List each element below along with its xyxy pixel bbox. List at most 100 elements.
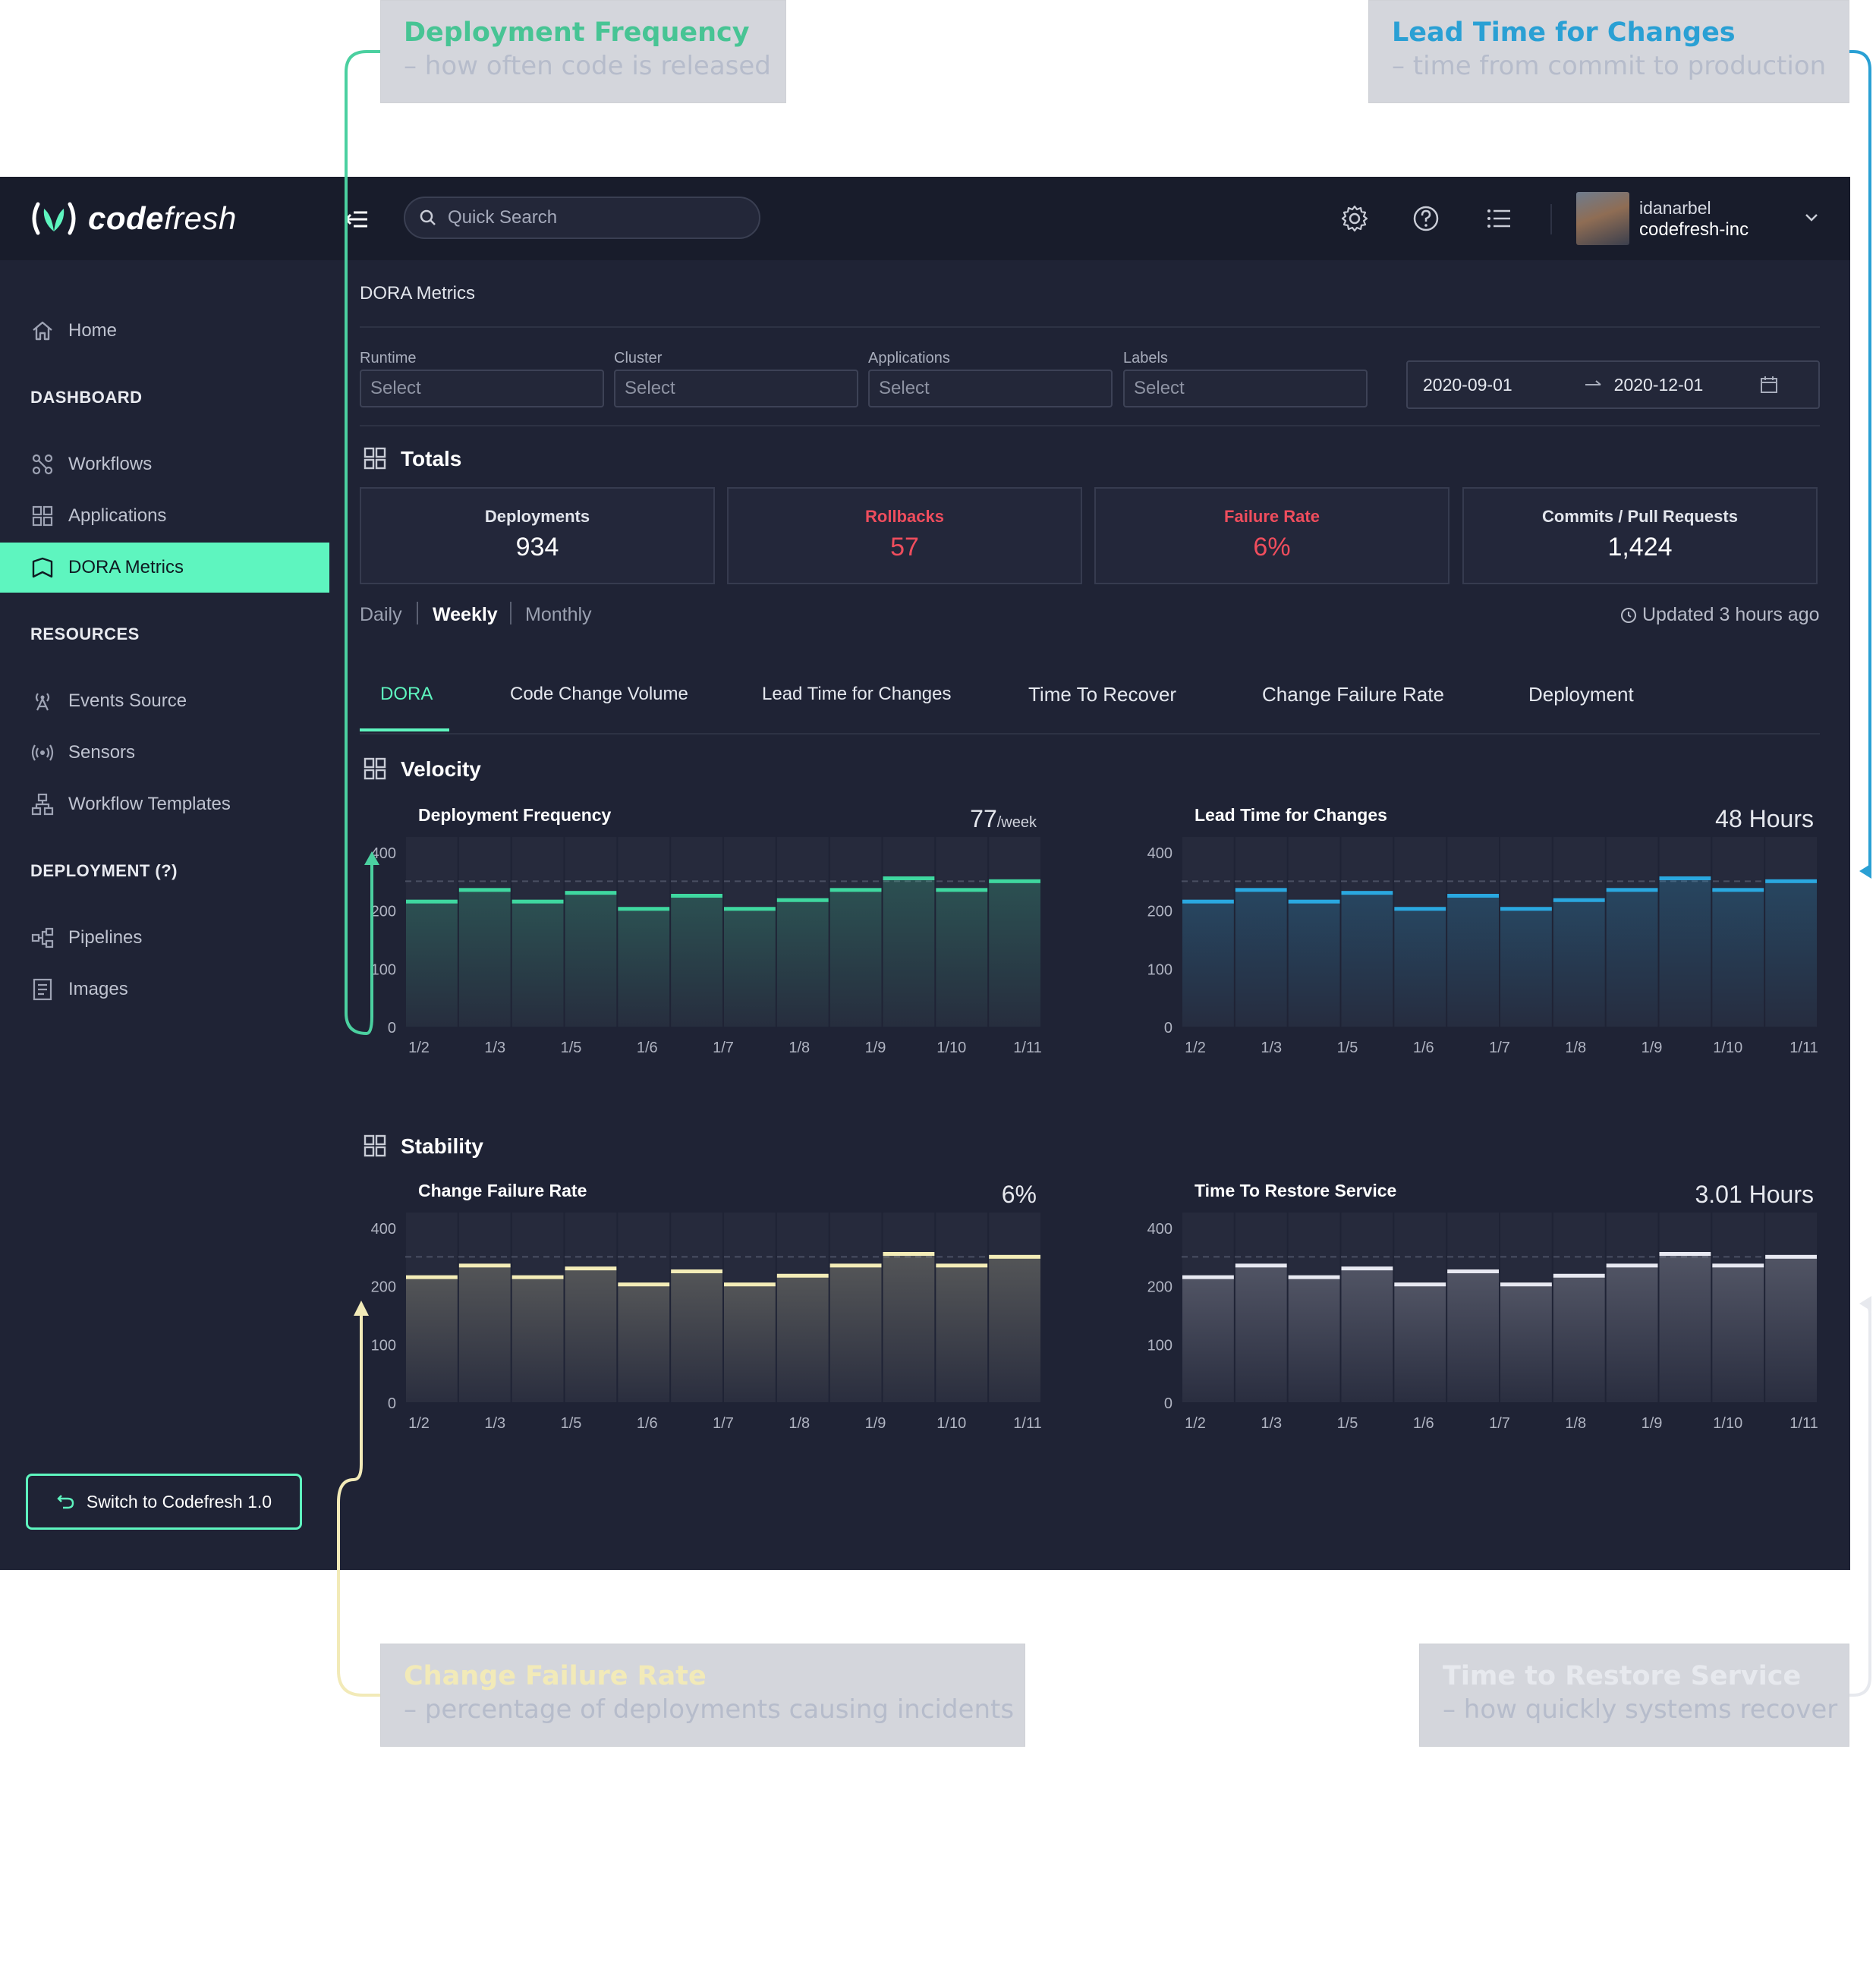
- x-tick-label: 1/9: [1642, 1040, 1663, 1056]
- bar: [776, 900, 829, 1027]
- x-tick-label: 1/8: [1565, 1040, 1586, 1056]
- tab-code-change-volume[interactable]: Code Change Volume: [510, 684, 688, 704]
- bar-cap: [1659, 1252, 1711, 1256]
- calendar-icon[interactable]: [1759, 375, 1779, 395]
- y-tick-label: 200: [371, 904, 396, 920]
- x-tick-label: 1/8: [1565, 1415, 1586, 1432]
- tab-deployment[interactable]: Deployment: [1528, 683, 1634, 706]
- total-label: Deployments: [484, 507, 590, 526]
- y-tick-label: 200: [371, 1279, 396, 1296]
- runtime-select[interactable]: Select: [360, 370, 604, 407]
- help-icon[interactable]: [1410, 203, 1442, 234]
- bar-cap: [724, 1282, 776, 1287]
- select-value: Select: [370, 378, 421, 398]
- tab-time-to-recover[interactable]: Time To Recover: [1028, 683, 1177, 706]
- labels-select[interactable]: Select: [1123, 370, 1368, 407]
- bar-cap: [1447, 894, 1499, 898]
- bar: [1606, 889, 1658, 1027]
- bar-cap: [724, 907, 776, 911]
- total-value: 57: [890, 533, 919, 562]
- quick-search-input[interactable]: Quick Search: [404, 197, 760, 239]
- bar: [1235, 1265, 1287, 1402]
- bar-cap: [1606, 1263, 1658, 1268]
- sidebar-item-sensors[interactable]: Sensors: [0, 728, 329, 778]
- period-divider: [510, 602, 511, 624]
- period-divider: [417, 602, 418, 624]
- bar-cap: [565, 1266, 617, 1271]
- x-tick-label: 1/10: [936, 1415, 966, 1432]
- bar: [1712, 889, 1764, 1027]
- bar-cap: [406, 1275, 458, 1279]
- y-tick-label: 400: [371, 1221, 396, 1238]
- total-value: 1,424: [1607, 533, 1673, 562]
- applications-icon: [32, 505, 53, 527]
- sidebar-item-events-source[interactable]: Events Source: [0, 676, 329, 726]
- active-tab-indicator: [360, 728, 449, 731]
- tab-change-failure-rate[interactable]: Change Failure Rate: [1262, 683, 1444, 706]
- total-label: Commits / Pull Requests: [1542, 507, 1738, 526]
- updated-status: Updated 3 hours ago: [1619, 604, 1820, 626]
- codefresh-logo[interactable]: codefresh: [27, 196, 237, 241]
- title-divider: [360, 326, 1820, 328]
- switch-button-label: Switch to Codefresh 1.0: [86, 1491, 272, 1512]
- y-tick-label: 100: [1147, 961, 1172, 978]
- callout-title: Deployment Frequency: [404, 17, 750, 48]
- callout-subtitle: – time from commit to production: [1392, 51, 1827, 81]
- sidebar-item-pipelines[interactable]: Pipelines: [0, 913, 329, 963]
- x-tick-label: 1/11: [1789, 1040, 1818, 1056]
- x-tick-label: 1/10: [1713, 1040, 1742, 1056]
- applications-select[interactable]: Select: [868, 370, 1113, 407]
- bar-cap: [1712, 888, 1764, 892]
- bar-cap: [883, 1252, 935, 1256]
- home-icon: [33, 321, 52, 341]
- chart-change-failure-rate: 0 100 200 400 1/2 1/3 1/5 1/6 1/7 1/8 1/9 1/10 1/11: [371, 1213, 1042, 1432]
- bar: [458, 1265, 511, 1402]
- period-weekly[interactable]: Weekly: [433, 604, 498, 625]
- x-tick-label: 1/3: [1261, 1040, 1282, 1056]
- total-card-rollbacks: Rollbacks 57: [727, 487, 1082, 584]
- cluster-select[interactable]: Select: [614, 370, 858, 407]
- x-tick-label: 1/9: [865, 1040, 886, 1056]
- period-daily[interactable]: Daily: [360, 604, 402, 625]
- bar: [829, 1265, 882, 1402]
- bar: [1553, 1276, 1605, 1402]
- x-tick-label: 1/7: [713, 1040, 734, 1056]
- bar: [565, 892, 617, 1027]
- chart-title-change-failure-rate: Change Failure Rate: [418, 1181, 587, 1200]
- sidebar-item-home[interactable]: Home: [0, 306, 329, 356]
- date-range-picker[interactable]: 2020-09-01 2020-12-01: [1406, 360, 1820, 409]
- bar: [1447, 895, 1499, 1027]
- bar-cap: [1447, 1269, 1499, 1273]
- bar: [1288, 901, 1340, 1027]
- bar-cap: [1659, 876, 1711, 880]
- x-tick-label: 1/11: [1013, 1040, 1041, 1056]
- bar: [883, 878, 935, 1027]
- avatar[interactable]: [1576, 192, 1629, 245]
- sidebar: Home DASHBOARD Workflows Applications DO…: [0, 260, 329, 1570]
- images-icon: [33, 978, 52, 1001]
- chevron-down-icon[interactable]: [1802, 207, 1821, 227]
- sidebar-item-workflow-templates[interactable]: Workflow Templates: [0, 779, 329, 829]
- total-value: 6%: [1253, 533, 1291, 562]
- bar-cap: [936, 1263, 988, 1268]
- sidebar-item-applications[interactable]: Applications: [0, 491, 329, 541]
- x-tick-label: 1/6: [1413, 1040, 1434, 1056]
- sidebar-item-label: Applications: [68, 505, 167, 526]
- period-monthly[interactable]: Monthly: [525, 604, 592, 625]
- y-tick-label: 100: [371, 1337, 396, 1354]
- sidebar-item-workflows[interactable]: Workflows: [0, 439, 329, 489]
- sidebar-item-dora-metrics[interactable]: DORA Metrics: [0, 543, 329, 593]
- switch-to-codefresh-1-button[interactable]: Switch to Codefresh 1.0: [26, 1474, 302, 1530]
- list-icon[interactable]: [1483, 203, 1515, 234]
- arrow-head: [364, 851, 379, 865]
- bar: [1765, 881, 1817, 1027]
- sidebar-item-images[interactable]: Images: [0, 964, 329, 1015]
- tab-dora[interactable]: DORA: [380, 684, 433, 704]
- tab-lead-time[interactable]: Lead Time for Changes: [762, 684, 952, 704]
- bar: [671, 895, 722, 1027]
- settings-icon[interactable]: [1339, 203, 1371, 234]
- select-value: Select: [879, 378, 930, 398]
- bar-cap: [1235, 1263, 1287, 1268]
- bar: [1500, 908, 1552, 1027]
- connector-time-to-restore: [1849, 1302, 1871, 1697]
